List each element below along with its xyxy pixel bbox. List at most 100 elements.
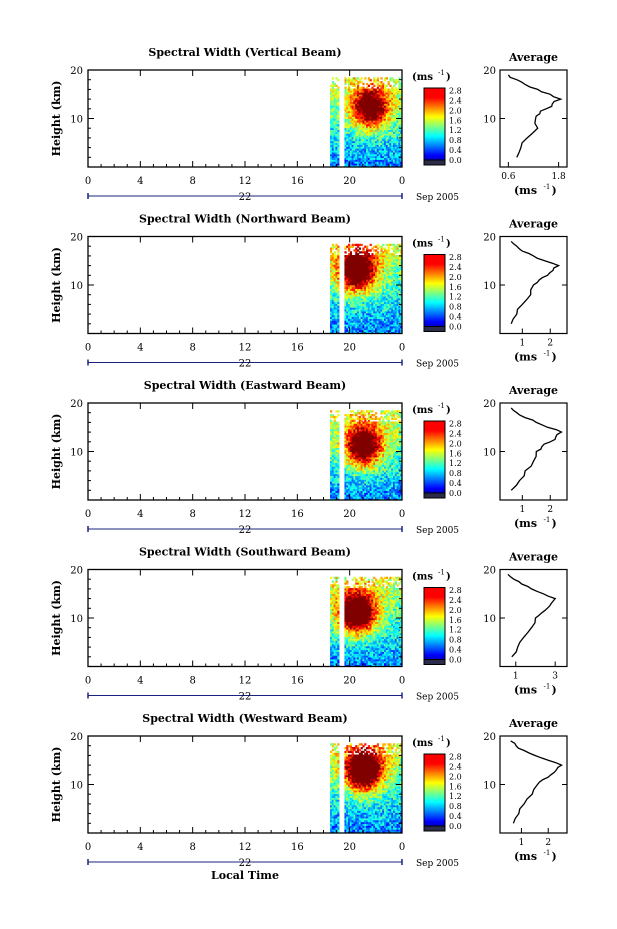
heatmap-cell — [373, 440, 376, 443]
heatmap-cell — [366, 290, 369, 293]
heatmap-cell — [357, 438, 360, 441]
heatmap-cell — [380, 114, 383, 117]
heatmap-cell — [349, 327, 353, 331]
heatmap-cell — [335, 110, 338, 114]
heatmap-cell — [355, 155, 358, 159]
heatmap-cell — [367, 434, 371, 437]
heatmap-cell — [367, 490, 371, 493]
heatmap-cell — [355, 127, 358, 131]
heatmap-cell — [357, 122, 360, 125]
heatmap-cell — [362, 471, 365, 475]
heatmap-cell — [380, 251, 383, 254]
heatmap-cell — [344, 161, 347, 164]
heatmap-cell — [382, 466, 385, 469]
heatmap-cell — [384, 473, 387, 477]
heatmap-cell — [369, 157, 372, 160]
heatmap-cell — [362, 460, 365, 464]
heatmap-cell — [330, 331, 333, 334]
heatmap-cell — [367, 146, 371, 149]
heatmap-cell — [369, 95, 372, 99]
heatmap-cell — [333, 262, 336, 265]
heatmap-cell — [380, 125, 383, 129]
heatmap-cell — [385, 417, 389, 421]
heatmap-cell — [385, 251, 389, 254]
heatmap-cell — [358, 419, 362, 422]
heatmap-cell — [367, 256, 371, 260]
heatmap-cell — [367, 137, 371, 140]
heatmap-cell — [337, 470, 340, 473]
heatmap-cell — [387, 155, 390, 159]
heatmap-cell — [351, 77, 354, 80]
heatmap-cell — [371, 479, 374, 482]
heatmap-cell — [358, 432, 362, 435]
heatmap-cell — [376, 264, 380, 267]
heatmap-cell — [344, 288, 347, 291]
heatmap-cell — [331, 427, 335, 430]
heatmap-cell — [371, 279, 374, 282]
heatmap-cell — [355, 417, 358, 421]
heatmap-cell — [333, 271, 336, 275]
heatmap-cell — [385, 129, 389, 132]
heatmap-cell — [385, 430, 389, 434]
heatmap-cell — [364, 481, 367, 484]
heatmap-cell — [371, 153, 374, 157]
heatmap-cell — [335, 120, 338, 123]
heatmap-cell — [335, 455, 338, 458]
heatmap-cell — [344, 428, 347, 432]
heatmap-cell — [396, 155, 399, 159]
heatmap-cell — [353, 137, 356, 140]
heatmap-cell — [362, 275, 365, 278]
heatmap-cell — [333, 155, 336, 159]
heatmap-cell — [398, 165, 401, 168]
heatmap-cell — [380, 101, 383, 104]
heatmap-cell — [385, 283, 389, 286]
heatmap-cell — [364, 107, 367, 110]
heatmap-cell — [333, 84, 336, 88]
avg-xlabel-close: ) — [552, 184, 557, 197]
heatmap-cell — [353, 105, 356, 108]
heatmap-cell — [335, 116, 338, 119]
heatmap-cell — [360, 436, 363, 439]
heatmap-cell — [371, 105, 374, 108]
heatmap-cell — [380, 297, 383, 301]
heatmap-cell — [355, 279, 358, 282]
heatmap-cell — [369, 473, 372, 477]
heatmap-cell — [398, 245, 401, 248]
heatmap-cell — [353, 485, 356, 488]
heatmap-cell — [384, 247, 387, 250]
heatmap-cell — [333, 331, 336, 334]
heatmap-cell — [369, 146, 372, 149]
heatmap-cell — [371, 417, 374, 421]
heatmap-cell — [337, 107, 340, 110]
heatmap-cell — [380, 86, 383, 89]
heatmap-cell — [351, 428, 354, 432]
heatmap-cell — [378, 294, 381, 297]
heatmap-cell — [335, 124, 338, 127]
heatmap-cell — [348, 427, 351, 430]
heatmap-cell — [357, 249, 360, 252]
heatmap-cell — [378, 144, 381, 147]
heatmap-cell — [364, 311, 367, 314]
heatmap-cell — [331, 283, 335, 286]
heatmap-cell — [330, 473, 333, 477]
heatmap-cell — [358, 475, 362, 478]
heatmap-cell — [367, 153, 371, 157]
heatmap-cell — [346, 320, 349, 323]
heatmap-cell — [398, 105, 401, 108]
heatmap-cell — [330, 460, 333, 464]
heatmap-cell — [398, 125, 401, 129]
heatmap-cell — [330, 414, 333, 417]
panel-1: Spectral Width (Vertical Beam)Height (km… — [50, 46, 568, 203]
heatmap-cell — [393, 88, 396, 91]
heatmap-cell — [375, 442, 378, 445]
heatmap-cell — [348, 284, 351, 288]
heatmap-cell — [330, 251, 333, 254]
heatmap-cell — [357, 77, 360, 80]
heatmap-cell — [387, 251, 390, 254]
heatmap-cell — [360, 301, 363, 304]
heatmap-cell — [335, 286, 338, 290]
heatmap-cell — [387, 292, 390, 295]
heatmap-cell — [387, 417, 390, 421]
heatmap-cell — [387, 297, 390, 301]
heatmap-cell — [384, 281, 387, 284]
